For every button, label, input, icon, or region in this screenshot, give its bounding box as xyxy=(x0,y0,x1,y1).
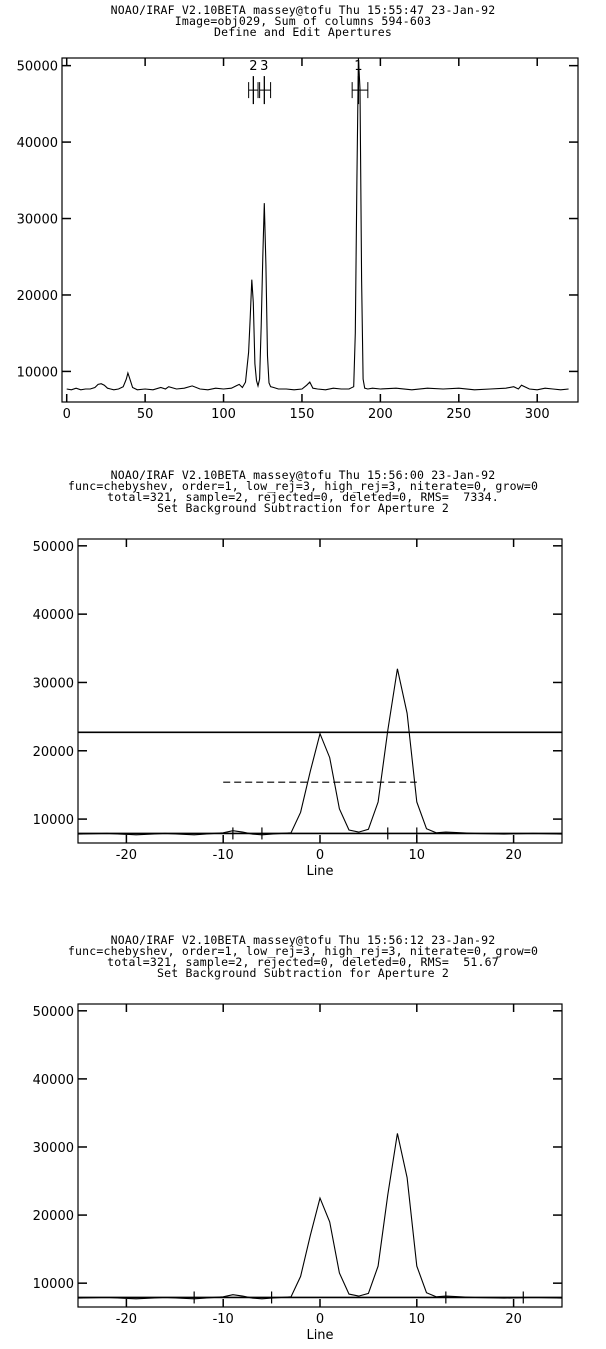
background-fit-chart: -20 -10 0 10 20 10000 20000 30000 40000 50000 Line xyxy=(33,538,563,879)
chart-title-line: NOAO/IRAF V2.10BETA massey@tofu Thu 15:5… xyxy=(110,468,496,482)
plot-frame xyxy=(77,538,563,844)
aperture-label: 2 xyxy=(249,59,257,74)
profile-line xyxy=(66,57,569,391)
y-tick-label: 50000 xyxy=(33,540,74,555)
y-tick-label: 30000 xyxy=(33,1141,74,1156)
x-tick-label: 20 xyxy=(505,848,522,863)
aperture-label: 3 xyxy=(260,59,268,74)
y-tick-label: 50000 xyxy=(17,60,58,75)
x-axis-label: Line xyxy=(306,864,333,879)
chart-title-line: func=chebyshev, order=1, low_rej=3, high… xyxy=(67,479,539,493)
y-tick-label: 10000 xyxy=(33,1277,74,1292)
background-fit-chart: -20 -10 0 10 20 10000 20000 30000 40000 50000 Line xyxy=(33,1003,563,1343)
aperture-label: 1 xyxy=(354,59,362,74)
chart-panel-background-fit-1: NOAO/IRAF V2.10BETA massey@tofu Thu 15:5… xyxy=(0,465,606,890)
x-tick-label: 100 xyxy=(211,407,236,422)
x-tick-label: 200 xyxy=(368,407,393,422)
x-tick-label: -10 xyxy=(213,1312,234,1327)
chart-title-line: NOAO/IRAF V2.10BETA massey@tofu Thu 15:5… xyxy=(110,933,496,947)
y-tick-label: 10000 xyxy=(33,813,74,828)
x-tick-label: 20 xyxy=(505,1312,522,1327)
y-tick-label: 20000 xyxy=(33,745,74,760)
chart-title-line: total=321, sample=2, rejected=0, deleted… xyxy=(107,955,499,969)
profile-line xyxy=(77,1133,563,1300)
x-tick-label: 10 xyxy=(409,1312,426,1327)
plot-frame xyxy=(61,57,579,403)
chart-title-line: Define and Edit Apertures xyxy=(213,25,393,39)
chart-title-line: Set Background Subtraction for Aperture … xyxy=(156,501,450,515)
x-axis-label: Line xyxy=(306,1328,333,1343)
x-tick-label: 10 xyxy=(409,848,426,863)
aperture-profile-chart: 0 50 100 150 200 250 300 10000 20000 30000 40000 50… xyxy=(17,57,579,422)
x-tick-label: 250 xyxy=(446,407,471,422)
y-tick-label: 40000 xyxy=(17,136,58,151)
plot-frame xyxy=(77,1003,563,1308)
chart-panel-aperture-edit: NOAO/IRAF V2.10BETA massey@tofu Thu 15:5… xyxy=(0,0,606,430)
profile-line xyxy=(77,668,563,836)
y-tick-label: 50000 xyxy=(33,1005,74,1020)
y-tick-label: 20000 xyxy=(33,1209,74,1224)
chart-title-line: total=321, sample=2, rejected=0, deleted… xyxy=(107,490,499,504)
y-tick-label: 30000 xyxy=(33,676,74,691)
chart-title-line: Set Background Subtraction for Aperture … xyxy=(156,966,450,980)
y-tick-label: 40000 xyxy=(33,1073,74,1088)
y-tick-label: 30000 xyxy=(17,213,58,228)
x-tick-label: 50 xyxy=(137,407,154,422)
x-tick-label: 150 xyxy=(290,407,315,422)
y-tick-label: 20000 xyxy=(17,289,58,304)
chart-panel-background-fit-2: NOAO/IRAF V2.10BETA massey@tofu Thu 15:5… xyxy=(0,930,606,1349)
y-tick-label: 10000 xyxy=(17,365,58,380)
chart-title-line: NOAO/IRAF V2.10BETA massey@tofu Thu 15:5… xyxy=(110,3,496,17)
x-tick-label: 0 xyxy=(316,848,324,863)
chart-title-line: func=chebyshev, order=1, low_rej=3, high… xyxy=(67,944,539,958)
y-tick-label: 40000 xyxy=(33,608,74,623)
chart-title-line: Image=obj029, Sum of columns 594-603 xyxy=(174,14,432,28)
x-tick-label: 0 xyxy=(63,407,71,422)
x-tick-label: -20 xyxy=(116,848,137,863)
x-tick-label: 300 xyxy=(525,407,550,422)
x-tick-label: -10 xyxy=(213,848,234,863)
x-tick-label: 0 xyxy=(316,1312,324,1327)
x-tick-label: -20 xyxy=(116,1312,137,1327)
